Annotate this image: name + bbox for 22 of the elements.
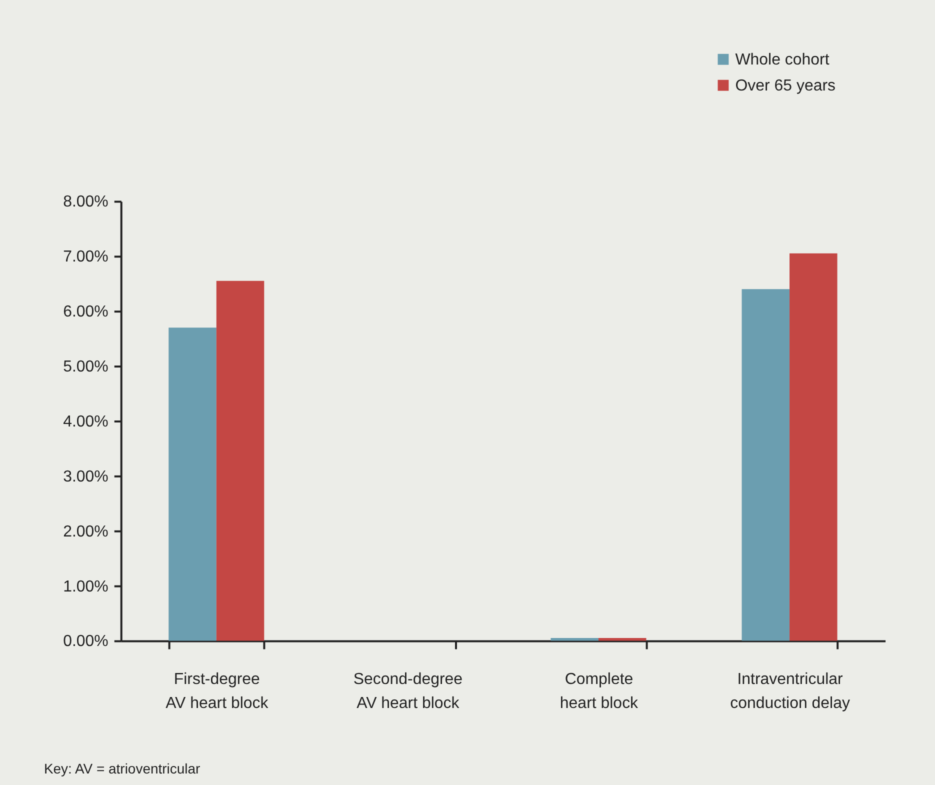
y-tick-label: 8.00% [63, 194, 108, 211]
legend-label: Whole cohort [735, 51, 830, 68]
bar [742, 289, 790, 641]
x-tick-label: Intraventricular conduction delay [730, 671, 850, 712]
bar [168, 328, 216, 641]
bar [216, 280, 264, 641]
x-tick-label: Second-degree AV heart block [353, 671, 463, 712]
bar [790, 253, 838, 641]
legend-label: Over 65 years [735, 77, 836, 94]
y-tick-label: 7.00% [63, 248, 108, 266]
bar [598, 638, 646, 641]
y-tick-label: 2.00% [63, 523, 108, 540]
bar [550, 638, 598, 641]
y-tick-label: 6.00% [63, 304, 108, 321]
x-tick-label: First-degree AV heart block [166, 671, 268, 712]
y-tick-label: 0.00% [63, 633, 108, 650]
x-tick-label: Complete heart block [560, 671, 638, 712]
y-tick-label: 4.00% [63, 413, 108, 430]
y-tick-label: 5.00% [63, 358, 108, 376]
y-tick-label: 1.00% [63, 578, 108, 596]
y-tick-label: 3.00% [63, 468, 108, 486]
text: Key: AV = atrioventricular [44, 760, 200, 777]
